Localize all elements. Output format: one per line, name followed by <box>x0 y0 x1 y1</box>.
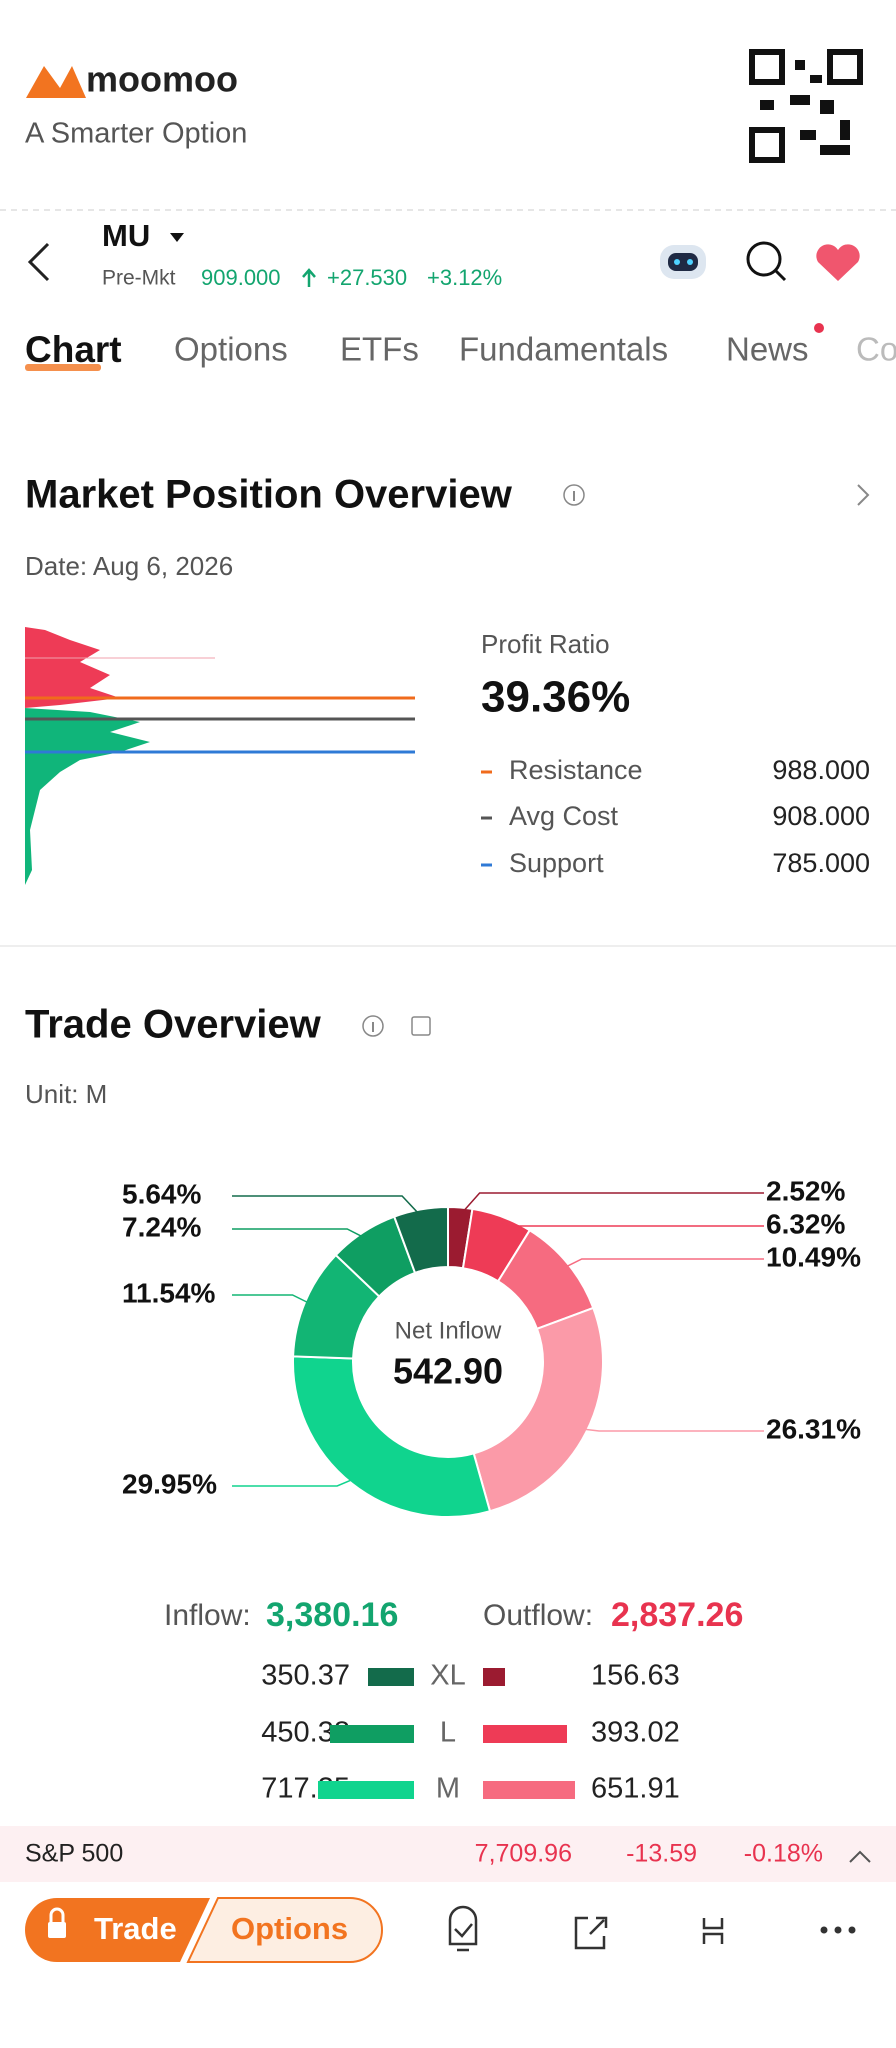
qr-code <box>749 49 863 163</box>
value-label: 26.31% <box>766 1413 861 1444</box>
collapse-icon[interactable] <box>702 1918 724 1944</box>
options-label[interactable]: Options <box>231 1911 348 1946</box>
center-label: Net Inflow <box>395 1317 502 1344</box>
level-value: 785.000 <box>772 848 870 878</box>
section-title: Market Position Overview <box>25 473 513 517</box>
outflow-label: Outflow: <box>483 1599 593 1632</box>
value-label: 10.49% <box>766 1241 861 1272</box>
chip-distribution <box>25 627 215 885</box>
inflow-bar <box>318 1781 414 1799</box>
index-change: -13.59 <box>626 1840 697 1868</box>
level-value: 908.000 <box>772 801 870 831</box>
index-change-pct: -0.18% <box>744 1840 823 1868</box>
index-price: 7,709.96 <box>475 1840 572 1868</box>
leader-line <box>232 1195 423 1218</box>
alert-icon[interactable] <box>448 1905 478 1952</box>
value-label: 5.64% <box>122 1178 201 1209</box>
share-icon[interactable] <box>411 1016 431 1036</box>
change-pct: +3.12% <box>427 265 502 290</box>
inflow-label: Inflow: <box>164 1599 251 1632</box>
more-icon[interactable] <box>820 1926 856 1934</box>
donut-segment <box>292 1355 492 1518</box>
options-button[interactable]: Options <box>186 1897 383 1963</box>
size-label: L <box>440 1717 456 1749</box>
trade-button[interactable]: Trade <box>25 1898 210 1962</box>
profit-ratio-label: Profit Ratio <box>481 629 610 659</box>
leader-line <box>578 1427 764 1432</box>
level-value: 988.000 <box>772 755 870 785</box>
leader-line <box>561 1258 764 1270</box>
info-icon[interactable] <box>362 1015 384 1037</box>
trade-label[interactable]: Trade <box>94 1911 177 1946</box>
leader-line <box>232 1294 313 1306</box>
inflow-value: 350.37 <box>261 1660 350 1692</box>
logo-icon <box>26 66 86 98</box>
inflow: 3,380.16 <box>266 1596 398 1634</box>
brand: moomoo <box>86 59 238 100</box>
tab[interactable]: News <box>726 331 809 368</box>
share-icon[interactable] <box>574 1916 608 1950</box>
outflow-value: 393.02 <box>591 1717 680 1749</box>
date: Date: Aug 6, 2026 <box>25 551 233 581</box>
level-name: Avg Cost <box>509 801 619 831</box>
assistant-icon[interactable] <box>660 245 706 279</box>
donut-segment <box>472 1306 604 1513</box>
back-button[interactable] <box>27 242 50 282</box>
level-name: Support <box>509 848 604 878</box>
price: 909.000 <box>201 265 281 290</box>
session: Pre-Mkt <box>102 267 176 290</box>
size-label: M <box>436 1773 460 1805</box>
index-name: S&P 500 <box>25 1840 123 1868</box>
leader-line <box>499 1223 764 1227</box>
value-label: 29.95% <box>122 1468 217 1499</box>
center-value: 542.90 <box>393 1351 503 1392</box>
tab[interactable]: Chart <box>25 329 122 370</box>
level-name: Resistance <box>509 755 643 785</box>
info-icon[interactable] <box>563 484 585 506</box>
favorite-icon[interactable] <box>816 244 860 281</box>
leader-line <box>232 1476 358 1487</box>
size-label: XL <box>430 1660 465 1692</box>
donut-segment <box>392 1205 449 1275</box>
leader-line <box>459 1192 764 1216</box>
tab[interactable]: Options <box>174 331 288 368</box>
news-badge <box>814 323 824 333</box>
section-title: Trade Overview <box>25 1003 322 1047</box>
dropdown[interactable] <box>170 233 184 242</box>
inflow-bar <box>330 1725 414 1743</box>
tab[interactable]: ETFs <box>340 331 419 368</box>
tab-indicator <box>25 364 101 371</box>
profit-ratio: 39.36% <box>481 673 630 722</box>
outflow-bar <box>483 1725 567 1743</box>
value-label: 2.52% <box>766 1175 845 1206</box>
value-label: 11.54% <box>122 1277 216 1308</box>
outflow-value: 651.91 <box>591 1773 680 1805</box>
tab[interactable]: Fundamentals <box>459 331 668 368</box>
value-label: 6.32% <box>766 1208 845 1239</box>
inflow-bar <box>368 1668 414 1686</box>
more-arrow[interactable] <box>857 484 870 506</box>
ticker-bar[interactable] <box>0 1826 896 1882</box>
change: +27.530 <box>327 265 407 290</box>
up-arrow <box>302 268 316 287</box>
tab[interactable]: Co <box>856 331 896 368</box>
outflow-bar <box>483 1668 505 1686</box>
outflow-value: 156.63 <box>591 1660 680 1692</box>
outflow-bar <box>483 1781 575 1799</box>
symbol[interactable]: MU <box>102 218 150 253</box>
value-label: 7.24% <box>122 1211 201 1242</box>
outflow: 2,837.26 <box>611 1596 743 1634</box>
unit: Unit: M <box>25 1079 107 1109</box>
leader-line <box>232 1228 368 1240</box>
expand[interactable] <box>849 1850 871 1863</box>
tagline: A Smarter Option <box>25 118 247 150</box>
search-icon[interactable] <box>746 241 787 282</box>
